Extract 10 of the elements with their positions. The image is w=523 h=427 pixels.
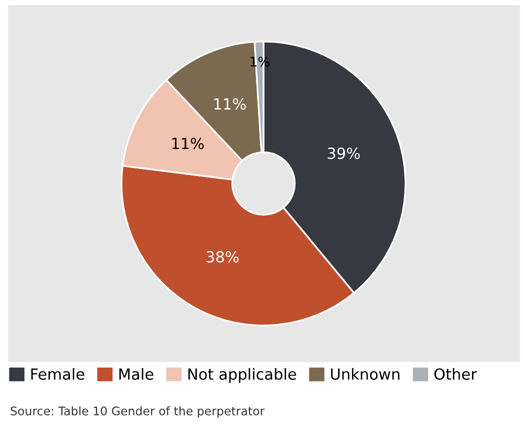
legend-label: Not applicable xyxy=(188,368,296,383)
data-label: 39% xyxy=(328,148,360,160)
data-label: 11% xyxy=(172,138,204,150)
legend-label: Other xyxy=(434,368,477,380)
source-note: Source: Table 10 Gender of the perpetrator xyxy=(10,406,265,418)
data-label: 38% xyxy=(206,251,239,263)
legend-label: Male xyxy=(119,368,154,380)
legend-label: Unknown xyxy=(331,368,400,380)
data-label: 11% xyxy=(214,98,246,110)
legend-label: Female xyxy=(31,368,84,380)
